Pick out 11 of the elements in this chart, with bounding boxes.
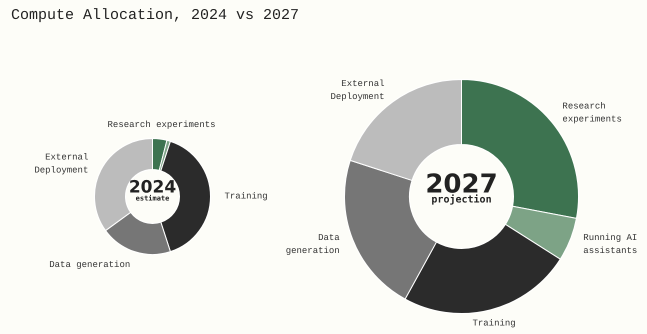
slice-label: External Deployment — [34, 152, 88, 176]
slice-label: Research experiments — [562, 101, 622, 124]
slice-label: Research experiments — [108, 120, 216, 130]
slice-label: External Deployment — [330, 79, 385, 102]
text: projection — [431, 194, 492, 206]
slice-label: Data generation — [286, 233, 340, 256]
slice-label: Data generation — [49, 260, 130, 270]
chart-title: Compute Allocation, 2024 vs 2027 — [11, 6, 300, 26]
slice-label: Training — [472, 318, 516, 328]
slice-label: Running AI assistants — [583, 233, 638, 256]
slice-label: Training — [224, 192, 268, 202]
